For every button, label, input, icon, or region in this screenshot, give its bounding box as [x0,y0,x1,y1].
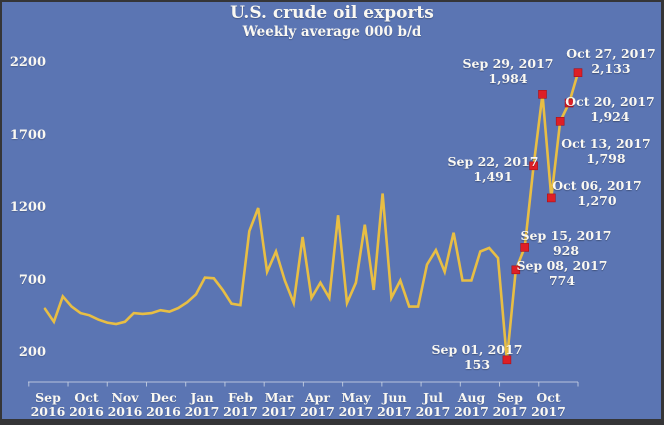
data-point-marker [502,355,512,365]
data-point-marker [511,265,521,275]
month-label: May [341,390,371,405]
annotation-value: 1,984 [488,71,528,86]
annotation-value: 1,924 [590,109,630,124]
month-label: Oct [74,390,99,405]
data-point-marker [555,117,565,126]
data-point-marker [520,243,530,252]
year-label: 2017 [300,403,335,419]
x-tick-label: Jan 2017 [180,391,224,418]
year-label: 2017 [261,403,297,419]
annotation-value: 774 [548,273,576,288]
annotation-value: 1,798 [586,151,626,166]
chart-subtitle: Weekly average 000 b/d [242,24,422,40]
annotation-label: Oct 06, 2017 1,270 [537,178,657,208]
month-label: Mar [264,390,294,405]
data-point-marker [564,98,574,108]
year-label: 2017 [184,403,220,419]
annotation-date: Oct 13, 2017 [561,136,651,151]
annotation-label: Sep 01, 2017 153 [417,342,537,372]
annotation-value: 2,133 [591,61,631,76]
x-tick-label: Mar 2017 [257,391,301,418]
annotation-value: 153 [463,357,491,372]
y-tick-label: 1700 [9,127,46,143]
annotation-label: Oct 13, 2017 1,798 [546,136,664,166]
annotation-value: 1,270 [577,193,617,208]
annotation-label: Sep 29, 2017 1,984 [448,56,568,86]
data-point-marker [546,193,556,203]
year-label: 2017 [531,403,566,419]
annotation-label: Sep 08, 2017 774 [502,258,622,288]
annotation-label: Oct 27, 2017 2,133 [551,46,664,76]
year-label: 2017 [415,403,451,419]
month-label: Sep [497,390,523,405]
x-tick-label: Oct 2016 [65,391,109,418]
x-tick-label: Nov 2016 [103,391,147,418]
x-tick-label: Sep 2017 [488,391,532,418]
month-label: Nov [111,390,139,405]
annotation-date: Oct 27, 2017 [566,46,656,61]
annotation-label: Sep 15, 2017 928 [506,228,626,258]
year-label: 2016 [30,403,66,419]
year-label: 2017 [454,403,489,419]
x-tick-label: Apr 2017 [296,391,340,418]
month-label: Oct [536,390,561,405]
annotation-date: Sep 15, 2017 [520,228,612,243]
annotation-date: Oct 06, 2017 [552,178,642,193]
month-label: Apr [304,390,331,405]
x-tick-label: Jul 2017 [411,391,455,418]
x-tick-label: Aug 2017 [450,391,494,418]
x-tick-label: Feb 2017 [219,391,263,418]
year-label: 2016 [107,403,143,419]
year-label: 2017 [377,403,412,419]
month-label: Aug [457,390,486,405]
year-label: 2016 [146,403,181,419]
y-tick-label: 700 [18,272,46,288]
x-tick-label: Jun 2017 [373,391,417,418]
annotation-date: Oct 20, 2017 [565,94,655,109]
data-point-marker [529,161,538,171]
annotation-value: 928 [552,243,580,258]
y-tick-label: 1200 [9,200,46,215]
month-label: Feb [228,390,253,405]
year-label: 2017 [338,403,374,419]
chart-title: U.S. crude oil exports [230,3,434,23]
annotation-value: 1,491 [473,169,513,184]
annotation-date: Sep 08, 2017 [516,258,608,273]
data-point-marker [538,90,547,99]
y-tick-label: 200 [18,345,46,360]
month-label: Jan [190,390,214,405]
x-tick-label: May 2017 [334,391,378,418]
month-label: Sep [35,390,61,405]
month-label: Jul [423,390,443,405]
month-label: Jun [382,390,407,405]
year-label: 2016 [69,403,104,419]
x-tick-label: Oct 2017 [527,391,571,418]
annotation-label: Oct 20, 2017 1,924 [550,94,664,124]
year-label: 2017 [492,403,528,419]
x-tick-label: Sep 2016 [26,391,70,418]
annotation-date: Sep 29, 2017 [462,56,554,71]
y-tick-label: 2200 [9,55,46,70]
x-tick-label: Dec 2016 [142,391,186,418]
year-label: 2017 [223,403,258,419]
annotation-date: Sep 22, 2017 [447,154,539,169]
annotation-date: Sep 01, 2017 [431,342,523,357]
exports-line [43,71,580,360]
month-label: Dec [150,390,177,405]
data-point-marker [573,68,583,77]
annotation-label: Sep 22, 2017 1,491 [433,154,553,184]
